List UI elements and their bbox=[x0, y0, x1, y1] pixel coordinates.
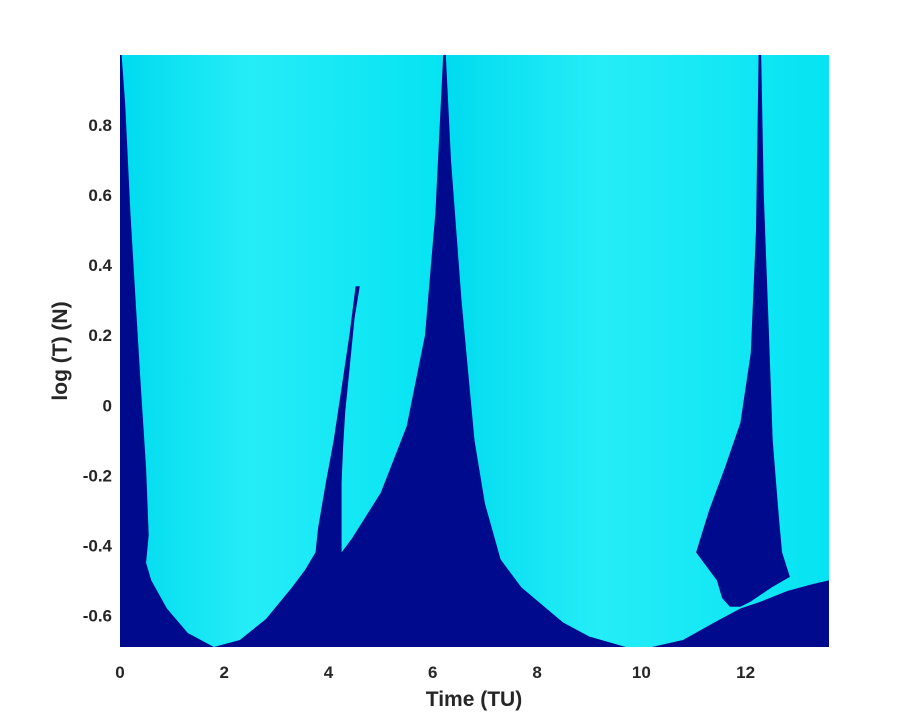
x-tick-label: 4 bbox=[324, 663, 334, 682]
y-tick-label: 0.6 bbox=[88, 186, 112, 205]
x-tick-label: 12 bbox=[736, 663, 755, 682]
region-1 bbox=[121, 55, 444, 647]
x-tick-label: 8 bbox=[532, 663, 541, 682]
y-axis-label: log (T) (N) bbox=[49, 301, 72, 400]
y-axis: 0.8 0.6 0.4 0.2 0 -0.2 -0.4 -0.6 bbox=[83, 116, 113, 625]
x-tick-label: 10 bbox=[632, 663, 651, 682]
x-tick-label: 0 bbox=[115, 663, 124, 682]
x-tick-label: 6 bbox=[428, 663, 437, 682]
y-tick-label: -0.4 bbox=[83, 536, 113, 555]
y-tick-label: -0.2 bbox=[83, 466, 112, 485]
y-tick-label: 0.8 bbox=[88, 116, 112, 135]
y-tick-label: 0.2 bbox=[88, 326, 112, 345]
y-tick-label: 0.4 bbox=[88, 256, 112, 275]
x-axis-label: Time (TU) bbox=[426, 688, 522, 711]
region-2 bbox=[445, 55, 829, 647]
x-tick-label: 2 bbox=[220, 663, 229, 682]
x-axis: 0 2 4 6 8 10 12 bbox=[115, 663, 755, 682]
regions-layer bbox=[121, 55, 829, 647]
y-tick-label: 0 bbox=[103, 396, 112, 415]
y-tick-label: -0.6 bbox=[83, 606, 112, 625]
